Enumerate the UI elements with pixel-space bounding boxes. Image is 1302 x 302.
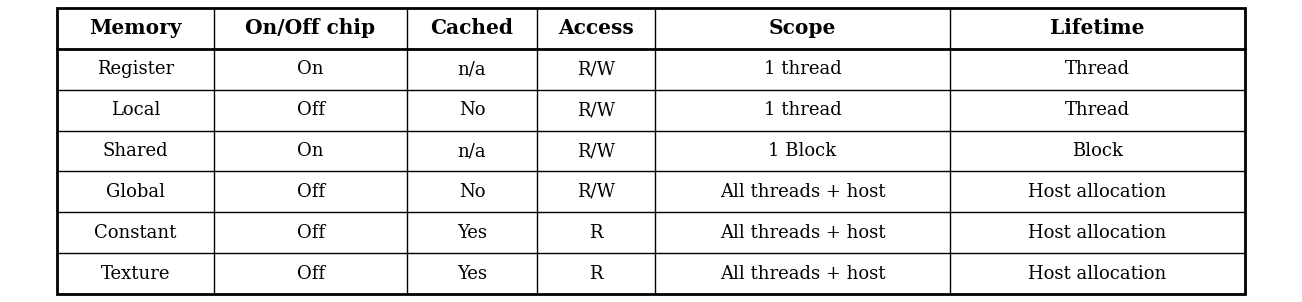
Text: Yes: Yes	[457, 224, 487, 242]
Text: No: No	[458, 183, 486, 201]
Text: R/W: R/W	[577, 183, 615, 201]
Text: Block: Block	[1072, 142, 1124, 160]
Text: Off: Off	[297, 101, 324, 119]
Text: Off: Off	[297, 183, 324, 201]
Text: Thread: Thread	[1065, 101, 1130, 119]
Text: Off: Off	[297, 265, 324, 283]
Text: Global: Global	[105, 183, 165, 201]
Text: Host allocation: Host allocation	[1029, 224, 1167, 242]
Text: Access: Access	[559, 18, 634, 38]
Text: Texture: Texture	[100, 265, 171, 283]
Text: n/a: n/a	[458, 142, 487, 160]
Text: Host allocation: Host allocation	[1029, 183, 1167, 201]
Text: Register: Register	[96, 60, 174, 78]
Text: Memory: Memory	[90, 18, 182, 38]
Text: Thread: Thread	[1065, 60, 1130, 78]
Text: All threads + host: All threads + host	[720, 265, 885, 283]
Text: Shared: Shared	[103, 142, 168, 160]
Text: On: On	[297, 142, 324, 160]
Text: 1 thread: 1 thread	[764, 60, 841, 78]
Text: 1 thread: 1 thread	[764, 101, 841, 119]
Text: Constant: Constant	[94, 224, 177, 242]
Text: On: On	[297, 60, 324, 78]
Text: On/Off chip: On/Off chip	[246, 18, 375, 38]
Text: All threads + host: All threads + host	[720, 224, 885, 242]
Text: Off: Off	[297, 224, 324, 242]
Text: R/W: R/W	[577, 142, 615, 160]
Text: All threads + host: All threads + host	[720, 183, 885, 201]
Text: R/W: R/W	[577, 101, 615, 119]
Text: No: No	[458, 101, 486, 119]
Text: R/W: R/W	[577, 60, 615, 78]
Text: Cached: Cached	[431, 18, 513, 38]
Text: Yes: Yes	[457, 265, 487, 283]
Text: 1 Block: 1 Block	[768, 142, 837, 160]
Text: R: R	[590, 224, 603, 242]
Text: Lifetime: Lifetime	[1051, 18, 1144, 38]
Text: Scope: Scope	[768, 18, 836, 38]
Text: Local: Local	[111, 101, 160, 119]
Text: Host allocation: Host allocation	[1029, 265, 1167, 283]
Text: n/a: n/a	[458, 60, 487, 78]
Text: R: R	[590, 265, 603, 283]
